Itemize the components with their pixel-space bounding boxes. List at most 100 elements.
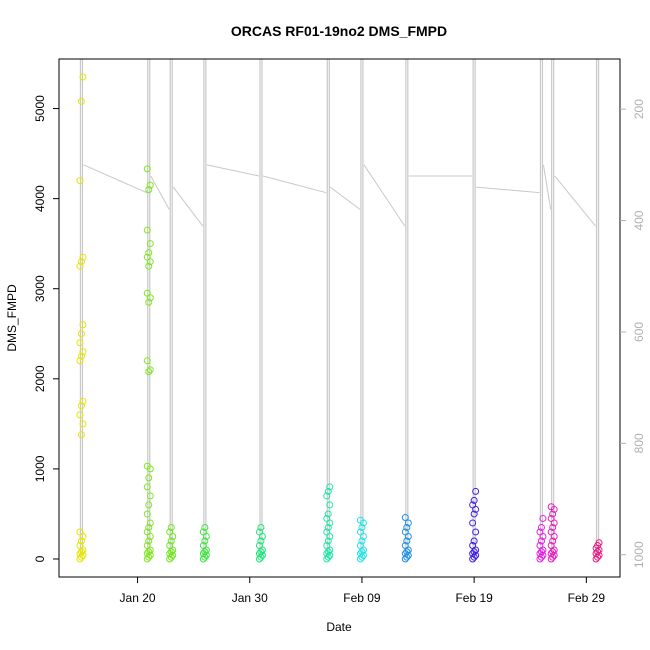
- data-point: [167, 548, 175, 556]
- flight-connector: [329, 186, 361, 210]
- data-point: [146, 492, 154, 500]
- data-point: [167, 537, 175, 545]
- data-point: [145, 501, 153, 509]
- data-point: [401, 528, 409, 536]
- data-point: [326, 483, 334, 491]
- data-point: [326, 501, 334, 509]
- data-point: [356, 541, 364, 549]
- data-point: [324, 548, 332, 556]
- data-point: [356, 516, 364, 524]
- y-tick-label: 2000: [33, 365, 47, 392]
- right-tick-label: 400: [632, 210, 646, 230]
- data-point: [470, 553, 478, 561]
- data-point: [79, 253, 87, 261]
- data-point: [549, 523, 557, 531]
- data-point: [166, 528, 174, 536]
- y-tick-label: 1000: [33, 455, 47, 482]
- flight-connector: [262, 175, 327, 194]
- data-point: [549, 548, 557, 556]
- data-point: [403, 523, 411, 531]
- data-point: [76, 411, 84, 419]
- x-tick-label: Feb 19: [455, 591, 493, 605]
- data-point: [77, 431, 85, 439]
- x-tick-label: Jan 20: [120, 591, 156, 605]
- right-tick-label: 1000: [632, 541, 646, 568]
- y-tick-label: 3000: [33, 275, 47, 302]
- data-point: [143, 226, 151, 234]
- data-point: [404, 519, 412, 527]
- data-point: [77, 330, 85, 338]
- data-point: [201, 548, 209, 556]
- x-tick-label: Jan 30: [232, 591, 268, 605]
- data-point: [549, 510, 557, 518]
- data-point: [166, 541, 174, 549]
- data-point: [549, 537, 557, 545]
- data-point: [79, 348, 87, 356]
- data-point: [79, 73, 87, 81]
- data-point: [257, 523, 265, 531]
- data-point: [143, 483, 151, 491]
- data-point: [145, 523, 153, 531]
- data-point: [401, 514, 409, 522]
- x-tick-label: Feb 09: [343, 591, 381, 605]
- data-point: [323, 528, 331, 536]
- data-point: [76, 357, 84, 365]
- data-point: [547, 541, 555, 549]
- y-tick-label: 0: [33, 555, 47, 562]
- data-point: [324, 510, 332, 518]
- data-point: [145, 186, 153, 194]
- data-point: [143, 357, 151, 365]
- data-point: [146, 240, 154, 248]
- right-axis: 200 400 600 800 1000: [620, 99, 646, 568]
- data-point: [145, 548, 153, 556]
- data-point: [76, 339, 84, 347]
- data-point: [324, 537, 332, 545]
- data-point: [537, 548, 545, 556]
- data-point: [257, 553, 265, 561]
- data-point: [167, 523, 175, 531]
- data-point: [201, 523, 209, 531]
- data-point: [537, 523, 545, 531]
- data-point: [403, 548, 411, 556]
- data-point: [145, 298, 153, 306]
- data-point: [472, 528, 480, 536]
- data-point: [145, 262, 153, 270]
- right-tick-label: 800: [632, 433, 646, 453]
- data-point: [77, 258, 85, 266]
- flight-connector: [542, 164, 552, 210]
- data-point: [77, 548, 85, 556]
- data-point: [324, 553, 332, 561]
- data-point: [145, 553, 153, 561]
- data-point: [358, 523, 366, 531]
- data-point: [199, 528, 207, 536]
- chart-title: ORCAS RF01-19no2 DMS_FMPD: [231, 23, 447, 39]
- altitude-traces: [79, 59, 600, 555]
- data-point: [143, 289, 151, 297]
- data-point: [472, 487, 480, 495]
- data-point: [594, 553, 602, 561]
- data-point: [79, 321, 87, 329]
- data-point: [324, 487, 332, 495]
- data-points: [76, 73, 603, 563]
- y-axis-label: DMS_FMPD: [5, 284, 19, 352]
- data-point: [76, 541, 84, 549]
- right-tick-label: 600: [632, 322, 646, 342]
- data-point: [199, 541, 207, 549]
- data-point: [547, 503, 555, 511]
- data-point: [77, 553, 85, 561]
- data-point: [146, 519, 154, 527]
- x-axis: Jan 20 Jan 30 Feb 09 Feb 19 Feb 29: [120, 576, 605, 605]
- data-point: [146, 366, 154, 374]
- data-point: [469, 519, 477, 527]
- right-tick-label: 200: [632, 99, 646, 119]
- data-point: [167, 553, 175, 561]
- data-point: [358, 548, 366, 556]
- data-point: [145, 368, 153, 376]
- data-point: [77, 97, 85, 105]
- data-point: [547, 528, 555, 536]
- data-point: [76, 262, 84, 270]
- flight-connector: [206, 164, 260, 177]
- y-axis: 0 1000 2000 3000 4000 5000: [33, 95, 59, 562]
- data-point: [257, 537, 265, 545]
